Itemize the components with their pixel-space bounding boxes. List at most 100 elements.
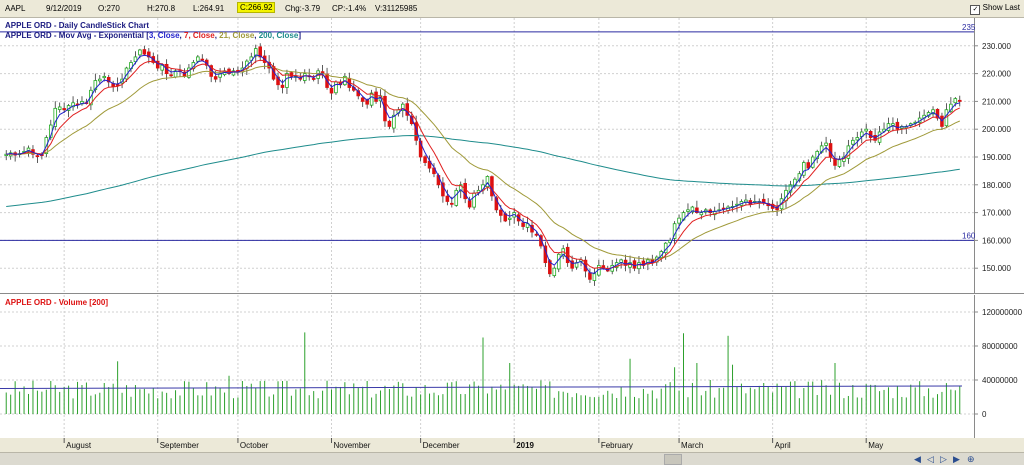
candle-body — [824, 142, 828, 146]
candle-body — [360, 97, 365, 102]
candle-body — [334, 81, 338, 94]
month-label: August — [66, 441, 92, 450]
candle-body — [289, 72, 294, 77]
candle-body — [311, 78, 316, 80]
candle-body — [458, 184, 463, 192]
horizontal-scrollbar[interactable]: ◀ ◁ ▷ ▶ ⊕ — [0, 452, 1024, 465]
ema-3-line — [6, 54, 960, 274]
candle-body — [891, 123, 895, 126]
candle-body — [147, 51, 151, 58]
candle-body — [570, 260, 574, 269]
low-label: L:264.91 — [193, 4, 225, 13]
show-last-label: Show Last — [982, 3, 1020, 12]
show-last-toggle[interactable]: ✓ Show Last — [970, 3, 1020, 15]
candle-body — [534, 233, 539, 236]
candle-body — [423, 156, 427, 163]
volume-chart-title: APPLE ORD - Volume [200] — [5, 298, 108, 307]
candle-body — [864, 128, 868, 132]
candle-body — [521, 222, 525, 227]
candle-body — [806, 162, 811, 169]
candle-body — [392, 114, 396, 129]
candle-body — [280, 84, 285, 88]
ma-legend-3: 3, Close — [148, 31, 180, 40]
month-label: May — [868, 441, 883, 450]
ma-legend-prefix: APPLE ORD - Mov Avg - Exponential [ — [5, 31, 149, 40]
change-pct-label: CP:-1.4% — [332, 4, 367, 13]
candle-body — [895, 121, 900, 130]
candle-body — [472, 192, 476, 208]
price-tick-label: 220.000 — [982, 70, 1011, 79]
candle-body — [953, 98, 958, 104]
quote-toolbar: AAPL 9/12/2019 O:270 H:270.8 L:264.91 C:… — [0, 0, 1024, 18]
ma-legend-suffix: ] — [298, 31, 301, 40]
ma-legend-7: 7, Close — [184, 31, 215, 40]
candle-body — [855, 137, 860, 141]
candle-body — [213, 76, 218, 80]
price-plot-area — [0, 18, 974, 294]
candle-body — [641, 260, 646, 266]
candle-body — [499, 209, 503, 216]
scroll-right-fast-icon[interactable]: ▶ — [953, 454, 960, 464]
price-panel: 150.000 160.000 170.000 180.000 190.000 200.0… — [0, 18, 1024, 294]
candle-body — [931, 109, 935, 115]
month-label: September — [160, 441, 199, 450]
ema-21-line — [6, 65, 960, 260]
month-label: November — [334, 441, 371, 450]
candle-body — [106, 77, 111, 83]
candle-body — [802, 162, 806, 176]
month-label: February — [601, 441, 633, 450]
scroll-right-icon[interactable]: ▷ — [940, 454, 947, 464]
candle-body — [632, 260, 637, 269]
candle-body — [935, 108, 940, 119]
horizontal-level-label: 160 — [962, 231, 976, 240]
candle-body — [837, 159, 842, 167]
price-chart-title: APPLE ORD - Daily CandleStick Chart — [5, 21, 150, 30]
scroll-left-icon[interactable]: ◁ — [927, 454, 934, 464]
candle-body — [374, 91, 378, 102]
candle-body — [494, 197, 499, 211]
candle-body — [450, 202, 454, 205]
time-axis: August September October November December 20… — [0, 438, 1024, 452]
candle-body — [138, 49, 142, 56]
candle-body — [231, 70, 236, 76]
candle-body — [525, 223, 530, 228]
candle-body — [539, 235, 543, 247]
scrollbar-thumb[interactable] — [664, 454, 682, 465]
candle-body — [588, 272, 592, 280]
candle-body — [490, 176, 494, 197]
candle-body — [637, 262, 641, 270]
candle-body — [26, 147, 31, 152]
symbol-label: AAPL — [5, 4, 26, 13]
candle-body — [677, 217, 681, 224]
candle-body — [851, 139, 855, 145]
checkbox-icon[interactable]: ✓ — [970, 5, 981, 15]
candle-body — [686, 209, 690, 212]
candle-body — [387, 120, 392, 127]
scroll-left-fast-icon[interactable]: ◀ — [914, 454, 921, 464]
volume-panel: 0 40000000 80000000 120000000 APPLE ORD - V… — [0, 295, 1024, 438]
price-tick-label: 230.000 — [982, 42, 1011, 51]
price-tick-label: 180.000 — [982, 181, 1011, 190]
moving-average-legend: APPLE ORD - Mov Avg - Exponential [3, Cl… — [5, 31, 301, 40]
candle-body — [441, 182, 445, 197]
candle-body — [414, 122, 418, 141]
change-label: Chg:-3.79 — [285, 4, 321, 13]
zoom-icon[interactable]: ⊕ — [967, 454, 975, 464]
time-axis-labels: August September October November December 20… — [63, 438, 883, 450]
ema-7-line — [6, 59, 961, 270]
volume-tick-label: 40000000 — [982, 376, 1018, 385]
candle-body — [187, 67, 191, 78]
candle-body — [196, 56, 200, 62]
candle-body — [155, 60, 160, 69]
volume-chart: 0 40000000 80000000 120000000 — [0, 295, 1023, 438]
candle-body — [62, 108, 66, 111]
candle-body — [276, 76, 280, 86]
month-label: April — [775, 441, 791, 450]
month-label: December — [423, 441, 460, 450]
volume-plot-area — [0, 295, 974, 438]
price-tick-label: 200.000 — [982, 125, 1011, 134]
candle-body — [102, 75, 107, 79]
candle-body — [285, 73, 289, 88]
candle-body — [552, 267, 557, 277]
candle-body — [98, 78, 102, 82]
